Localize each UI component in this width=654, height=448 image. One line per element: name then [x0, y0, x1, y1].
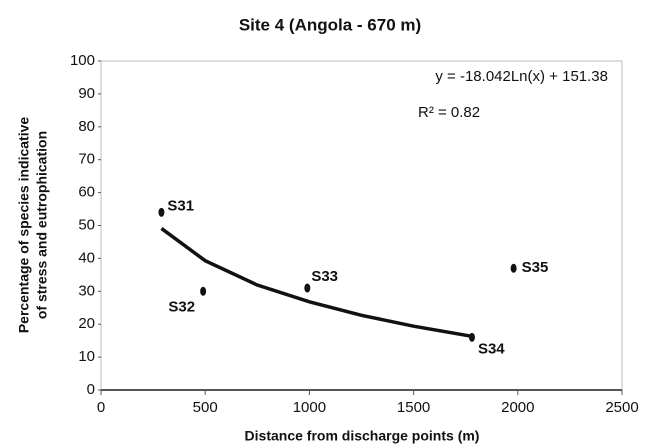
- y-tick-label: 10: [78, 348, 95, 365]
- x-tick-label: 1500: [397, 399, 430, 416]
- y-tick-label: 80: [78, 118, 95, 135]
- point: [510, 263, 517, 273]
- y-tick-label: 90: [78, 85, 95, 102]
- point-label: S35: [522, 259, 549, 276]
- equation: y = -18.042Ln(x) + 151.38: [435, 68, 608, 85]
- chart-title: Site 4 (Angola - 670 m): [239, 15, 421, 34]
- x-tick-label: 2500: [605, 399, 638, 416]
- x-tick-label: 500: [193, 399, 218, 416]
- x-tick-label: 1000: [293, 399, 326, 416]
- point-label: S32: [168, 298, 195, 315]
- point-label: S31: [167, 197, 194, 214]
- x-tick-label: 2000: [501, 399, 534, 416]
- y-axis-label: Percentage of species indicative: [16, 117, 32, 334]
- point: [158, 207, 165, 217]
- y-tick-label: 100: [70, 52, 95, 69]
- y-tick-label: 50: [78, 216, 95, 233]
- y-tick-label: 0: [87, 381, 95, 398]
- r-squared: R² = 0.82: [418, 104, 480, 121]
- y-tick-label: 60: [78, 184, 95, 201]
- point-label: S34: [478, 340, 505, 357]
- y-tick-label: 40: [78, 249, 95, 266]
- y-axis-label: of stress and eutrophication: [34, 131, 50, 319]
- point: [468, 332, 475, 342]
- trendline: [160, 227, 475, 339]
- y-tick-label: 70: [78, 151, 95, 168]
- point: [200, 286, 207, 296]
- y-tick-label: 20: [78, 315, 95, 332]
- point-label: S33: [311, 268, 338, 285]
- y-tick-label: 30: [78, 282, 95, 299]
- point: [304, 283, 311, 293]
- x-tick-label: 0: [97, 399, 105, 416]
- x-axis-label: Distance from discharge points (m): [245, 428, 480, 444]
- plot-frame: [100, 60, 623, 391]
